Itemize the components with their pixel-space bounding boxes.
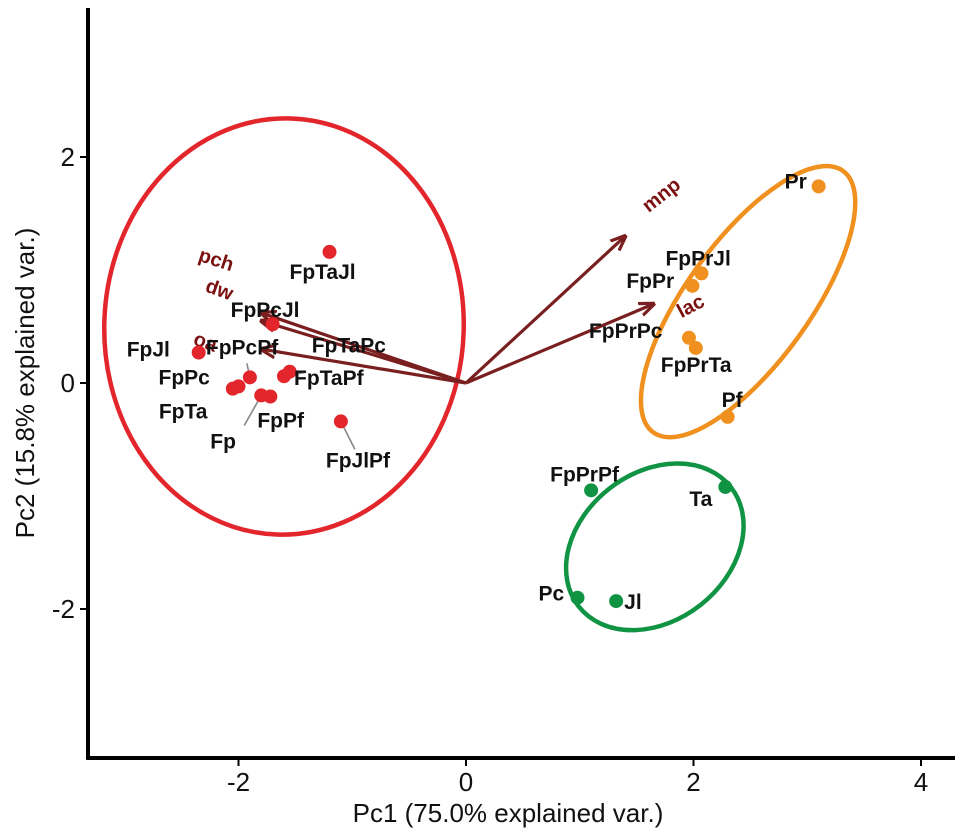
data-point-FpJlPf (333, 414, 348, 429)
data-point-FpPr (685, 278, 700, 293)
y-tick-label: 2 (61, 142, 75, 172)
data-point-FpPrPf (584, 483, 599, 498)
loading-label-pch: pch (196, 244, 237, 276)
point-label-FpPrTa: FpPrTa (661, 354, 732, 377)
point-label-FpTaPf: FpTaPf (294, 367, 365, 390)
point-label-FpPf: FpPf (257, 410, 305, 433)
point-label-FpPc: FpPc (159, 366, 211, 389)
y-axis-title: Pc2 (15.8% explained var.) (10, 228, 40, 539)
loading-arrow-lac (465, 304, 654, 385)
data-point-Pr (811, 179, 826, 194)
data-point-FpPf (263, 389, 278, 404)
y-tick-label: 0 (61, 368, 75, 398)
x-tick-label: -2 (227, 767, 250, 797)
data-point-FpPcPf (242, 370, 257, 385)
point-label-FpPcJl: FpPcJl (231, 299, 300, 322)
data-point-FpPrPc (681, 330, 696, 345)
point-label-Jl: Jl (624, 591, 642, 614)
y-tick-label: -2 (52, 594, 75, 624)
point-label-FpPrPc: FpPrPc (589, 320, 663, 343)
data-point-FpPrJl (694, 266, 709, 281)
point-label-FpJl: FpJl (127, 338, 170, 361)
data-point-FpJl (191, 345, 206, 360)
data-point-FpTaJl (322, 244, 337, 259)
data-point-FpPcJl (265, 317, 280, 332)
x-axis-title: Pc1 (75.0% explained var.) (353, 798, 664, 828)
point-label-FpTaPc: FpTaPc (312, 335, 387, 358)
point-label-FpTaJl: FpTaJl (290, 261, 356, 284)
data-point-Pf (720, 409, 735, 424)
x-tick-label: 4 (914, 767, 928, 797)
loading-arrow-oa (261, 349, 467, 385)
data-point-FpTa (225, 381, 240, 396)
point-label-FpPrPf: FpPrPf (550, 463, 620, 486)
loading-arrow-mnp (464, 236, 625, 385)
data-point-FpPrTa (688, 340, 703, 355)
point-label-FpTa: FpTa (159, 401, 208, 424)
point-label-FpPrJl: FpPrJl (665, 247, 730, 270)
x-tick-label: 2 (686, 767, 700, 797)
data-point-Pc (570, 590, 585, 605)
points-layer (191, 179, 826, 609)
point-label-Ta: Ta (689, 488, 712, 511)
point-label-Fp: Fp (210, 430, 236, 453)
point-label-Pc: Pc (538, 583, 564, 606)
axes-layer: -2 0 2 4 -2 0 2 (52, 8, 955, 797)
x-tick-label: 0 (459, 767, 473, 797)
orange-group-ellipse (638, 163, 858, 440)
point-label-Pf: Pf (722, 389, 744, 412)
point-label-FpPcPf: FpPcPf (206, 336, 279, 359)
red-group-ellipse (101, 116, 467, 537)
loading-label-mnp: mnp (638, 174, 685, 217)
ellipses-layer (101, 116, 858, 633)
point-label-FpJlPf: FpJlPf (326, 449, 391, 472)
data-point-Ta (718, 479, 733, 494)
loading-arrow-dw (261, 321, 467, 385)
data-point-Jl (609, 594, 624, 609)
point-label-Pr: Pr (785, 170, 807, 193)
data-point-FpTaPf (277, 369, 291, 384)
point-label-FpPr: FpPr (626, 270, 674, 293)
